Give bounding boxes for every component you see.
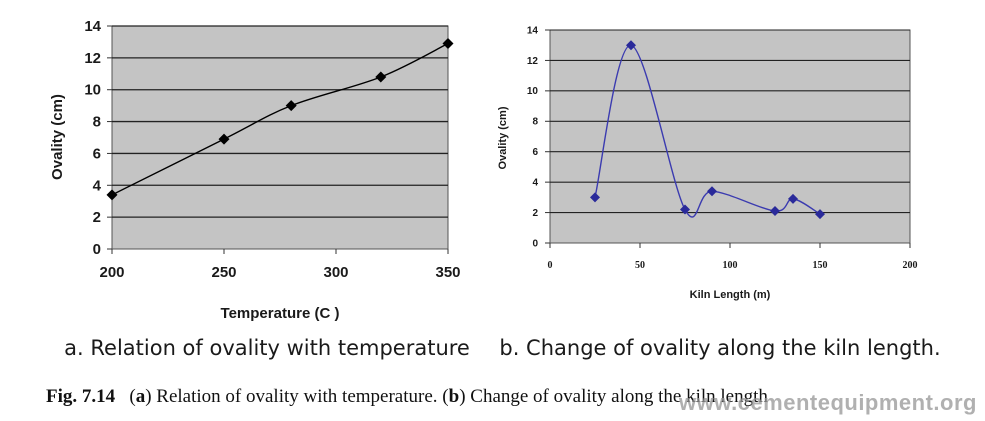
chartA-y-tick-label: 10 bbox=[84, 82, 101, 99]
chartB-data-point bbox=[590, 192, 600, 203]
chart-b-y-ticks: 0 2 4 6 8 10 12 14 bbox=[527, 25, 550, 249]
chartA-y-tick-label: 2 bbox=[93, 209, 101, 226]
chartB-y-tick-label: 14 bbox=[527, 25, 539, 36]
chartB-data-point bbox=[815, 209, 825, 220]
caption-text-b: ) Change of ovality along the kiln lengt… bbox=[459, 386, 768, 407]
chart-b-x-axis-label: Kiln Length (m) bbox=[690, 289, 771, 301]
watermark: www.cementequipment.org bbox=[679, 390, 977, 415]
chartA-y-tick-label: 0 bbox=[93, 241, 101, 258]
caption-label: Fig. 7.14 bbox=[46, 386, 116, 407]
chartB-x-tick-label: 0 bbox=[548, 260, 553, 271]
chart-a-subtitle: a. Relation of ovality with temperature bbox=[64, 336, 470, 360]
caption-b-label: b bbox=[448, 386, 460, 407]
chartB-data-point bbox=[788, 193, 798, 204]
chart-a-x-ticks: 200 250 300 350 bbox=[99, 249, 461, 281]
chart-b-plot-area bbox=[549, 29, 911, 244]
chartB-y-tick-label: 8 bbox=[532, 117, 538, 128]
chart-a-y-axis-label: Ovality (cm) bbox=[49, 94, 66, 180]
chart-b: 0 2 4 6 8 10 12 14 0 50 100 150 200 Ovality (cm) Ki… bbox=[497, 25, 941, 360]
chartA-x-tick-label: 250 bbox=[211, 264, 236, 281]
chartA-y-tick-label: 12 bbox=[84, 50, 101, 67]
chart-b-series bbox=[590, 40, 825, 220]
chartA-y-tick-label: 6 bbox=[93, 145, 101, 162]
chartB-x-tick-label: 50 bbox=[635, 260, 645, 271]
chartB-y-tick-label: 12 bbox=[527, 56, 539, 67]
chartB-x-tick-label: 100 bbox=[723, 260, 738, 271]
figure-caption: Fig. 7.14 (a) Relation of ovality with t… bbox=[46, 386, 768, 407]
caption-text-a: Relation of ovality with temperature. ( bbox=[151, 386, 449, 407]
chart-b-y-axis-label: Ovality (cm) bbox=[497, 106, 509, 169]
chartA-data-point bbox=[375, 71, 387, 83]
chartA-data-point bbox=[442, 38, 454, 50]
chartB-data-point bbox=[680, 204, 690, 215]
chartA-x-tick-label: 200 bbox=[99, 264, 124, 281]
caption-a-label: a bbox=[135, 386, 146, 407]
chart-a-grid bbox=[112, 25, 448, 218]
chart-b-grid bbox=[550, 29, 910, 214]
chartA-y-tick-label: 14 bbox=[84, 18, 101, 35]
chartB-y-tick-label: 0 bbox=[532, 238, 538, 249]
chartA-y-tick-label: 4 bbox=[93, 177, 102, 194]
chartB-y-tick-label: 2 bbox=[532, 208, 538, 219]
chartB-y-tick-label: 10 bbox=[527, 86, 539, 97]
chartA-y-tick-label: 8 bbox=[93, 114, 101, 131]
chart-a-x-axis-label: Temperature (C ) bbox=[221, 305, 340, 322]
chartB-x-tick-label: 200 bbox=[903, 260, 918, 271]
chartA-data-point bbox=[285, 100, 297, 112]
chartA-x-tick-label: 350 bbox=[435, 264, 460, 281]
chartB-data-point bbox=[626, 40, 636, 51]
chart-b-subtitle: b. Change of ovality along the kiln leng… bbox=[499, 336, 940, 360]
chartA-data-point bbox=[218, 133, 230, 145]
chartB-data-point bbox=[770, 206, 780, 217]
chart-a-series bbox=[106, 38, 454, 201]
chartB-data-point bbox=[707, 186, 717, 197]
chartB-y-tick-label: 6 bbox=[532, 147, 538, 158]
chart-a: 0 2 4 6 8 10 12 14 200 250 300 350 Ovality (cm) Te… bbox=[49, 18, 470, 360]
chart-a-y-ticks: 0 2 4 6 8 10 12 14 bbox=[84, 18, 112, 258]
chart-b-x-ticks: 0 50 100 150 200 bbox=[548, 243, 918, 271]
chartA-data-point bbox=[106, 189, 118, 201]
chartB-y-tick-label: 4 bbox=[532, 177, 538, 188]
chart-a-plot-area bbox=[111, 25, 449, 250]
chartB-x-tick-label: 150 bbox=[813, 260, 828, 271]
chartA-x-tick-label: 300 bbox=[323, 264, 348, 281]
